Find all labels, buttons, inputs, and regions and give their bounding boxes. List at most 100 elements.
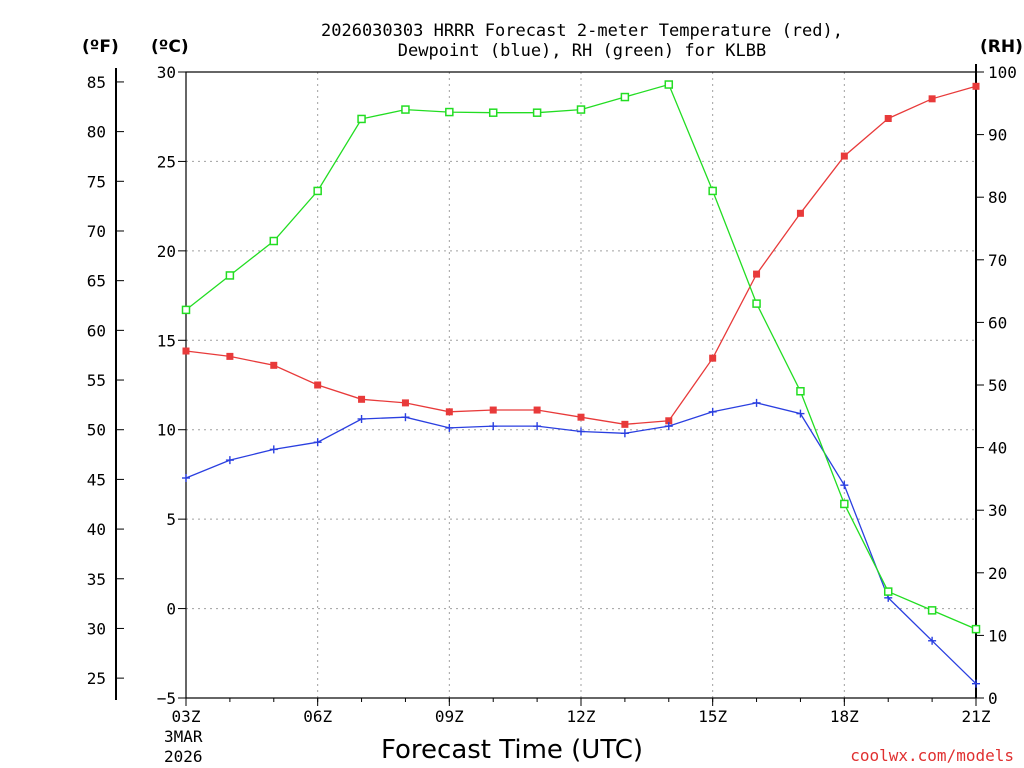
rh-point	[532, 108, 542, 117]
rh-tick-label: 60	[988, 313, 1007, 332]
rh-point	[445, 107, 454, 117]
x-tick-label: 06Z	[303, 707, 332, 726]
rh-tick-label: 100	[988, 63, 1017, 82]
temperature-point	[884, 115, 892, 123]
rh-tick-label: 40	[988, 439, 1007, 458]
rh-tick-label: 80	[988, 188, 1007, 207]
rh-point	[488, 108, 498, 117]
chart-title-line-1: 2026030303 HRRR Forecast 2-meter Tempera…	[321, 21, 843, 41]
temperature-point	[314, 381, 322, 389]
rh-tick-label: 10	[988, 626, 1007, 645]
temperature-point	[182, 347, 190, 355]
rh-point	[620, 92, 630, 102]
x-tick-label: 15Z	[698, 707, 727, 726]
x-tick-label: 12Z	[567, 707, 596, 726]
fahrenheit-tick-label: 75	[87, 172, 106, 191]
fahrenheit-tick-label: 30	[87, 619, 106, 638]
temperature-point	[270, 361, 278, 369]
series-layer	[181, 80, 981, 688]
rh-point	[752, 299, 761, 308]
celsius-tick-label: 20	[157, 242, 176, 261]
fahrenheit-tick-label: 55	[87, 371, 106, 390]
fahrenheit-tick-label: 85	[87, 73, 106, 92]
rh-tick-label: 0	[988, 689, 998, 708]
temperature-point	[226, 352, 234, 360]
dewpoint-point	[752, 398, 761, 407]
rh-point	[796, 387, 805, 396]
rh-point	[840, 499, 849, 509]
rh-point	[181, 305, 191, 315]
rh-tick-label: 30	[988, 501, 1007, 520]
celsius-tick-label: 0	[166, 600, 176, 619]
fahrenheit-tick-label: 25	[87, 669, 106, 688]
x-axis-label: Forecast Time (UTC)	[381, 735, 643, 765]
celsius-tick-label: 25	[157, 152, 176, 171]
temperature-point	[401, 399, 409, 407]
rh-tick-label: 70	[988, 251, 1007, 270]
x-tick-label: 21Z	[962, 707, 991, 726]
fahrenheit-tick-label: 50	[87, 421, 106, 440]
temperature-point	[577, 413, 585, 421]
celsius-tick-label: 10	[157, 421, 176, 440]
dewpoint-point	[577, 427, 585, 436]
dewpoint-point	[533, 422, 542, 431]
dewpoint-point	[489, 422, 498, 431]
rh-point	[576, 105, 586, 114]
x-tick-label: 18Z	[830, 707, 859, 726]
temperature-point	[445, 408, 453, 416]
dewpoint-point	[401, 413, 410, 422]
dewpoint-point	[182, 474, 190, 483]
dewpoint-point	[225, 456, 234, 465]
series-rh	[181, 80, 981, 634]
dewpoint-point	[928, 636, 937, 645]
rh-point	[708, 186, 717, 196]
celsius-unit-label: (ºC)	[151, 37, 189, 57]
x-date-year: 2026	[164, 747, 203, 766]
labels: 2026030303 HRRR Forecast 2-meter Tempera…	[82, 21, 1023, 766]
fahrenheit-tick-label: 60	[87, 321, 106, 340]
rh-point	[225, 271, 235, 280]
rh-point	[401, 105, 410, 114]
series-dewpoint	[182, 398, 980, 688]
temperature-point	[972, 82, 980, 90]
rh-unit-label: (RH)	[980, 37, 1023, 57]
rh-point	[269, 236, 279, 246]
x-tick-label: 03Z	[172, 707, 201, 726]
fahrenheit-tick-label: 35	[87, 570, 106, 589]
dewpoint-point	[445, 423, 454, 432]
chart-title-line-2: Dewpoint (blue), RH (green) for KLBB	[398, 41, 766, 61]
temperature-point	[796, 209, 804, 217]
dewpoint-point	[972, 679, 980, 688]
dewpoint-point	[620, 429, 629, 438]
credit-text: coolwx.com/models	[850, 746, 1014, 765]
x-tick-label: 09Z	[435, 707, 464, 726]
temperature-point	[665, 417, 673, 425]
temperature-point	[928, 95, 936, 103]
celsius-tick-label: 30	[157, 63, 176, 82]
axes: −5 0 5 10 15 20 25 30 25 30 35 40 45 50 55 60 65 70 75 80 85…	[87, 63, 1017, 726]
dewpoint-point	[840, 481, 849, 490]
fahrenheit-tick-label: 45	[87, 470, 106, 489]
temperature-point	[533, 406, 541, 414]
rh-point	[313, 186, 322, 196]
celsius-tick-label: −5	[157, 689, 176, 708]
dewpoint-point	[269, 445, 278, 454]
rh-point	[927, 606, 937, 615]
temperature-point	[621, 420, 629, 428]
series-temperature	[182, 82, 980, 428]
fahrenheit-tick-label: 65	[87, 272, 106, 291]
dewpoint-point	[708, 407, 717, 416]
fahrenheit-tick-label: 80	[87, 123, 106, 142]
temperature-point	[840, 152, 848, 160]
rh-point	[883, 587, 893, 596]
rh-point	[664, 80, 674, 89]
temperature-point	[358, 395, 366, 403]
x-date-day: 3MAR	[164, 727, 203, 746]
temperature-point	[709, 354, 717, 362]
grid-lines	[186, 72, 976, 698]
fahrenheit-unit-label: (ºF)	[82, 37, 119, 57]
celsius-tick-label: 15	[157, 331, 176, 350]
dewpoint-point	[357, 414, 366, 423]
fahrenheit-tick-label: 70	[87, 222, 106, 241]
